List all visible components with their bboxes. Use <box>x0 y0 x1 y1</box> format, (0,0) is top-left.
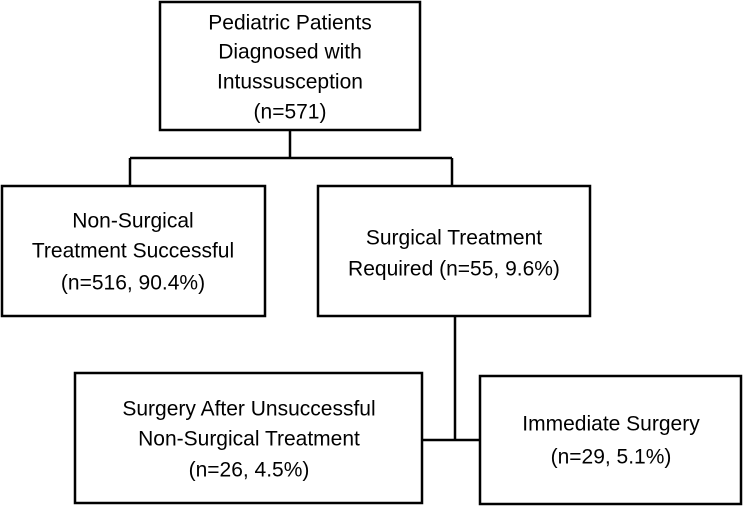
node-box <box>478 374 743 506</box>
node-text: Surgery After Unsuccessful <box>122 398 375 421</box>
node-text: Non-Surgical Treatment <box>138 428 360 451</box>
node-box <box>73 371 424 505</box>
node-text: Required (n=55, 9.6%) <box>348 258 560 281</box>
node-text: Non-Surgical <box>72 210 193 233</box>
node-text: Diagnosed with <box>218 41 362 64</box>
node-text: (n=26, 4.5%) <box>189 459 310 482</box>
node-text: Intussusception <box>217 71 363 94</box>
node-text: (n=516, 90.4%) <box>61 272 205 295</box>
node-text: Surgical Treatment <box>366 227 542 250</box>
node-box <box>0 184 267 318</box>
node-box <box>316 184 592 318</box>
node-text: Pediatric Patients <box>208 12 371 35</box>
node-text: (n=571) <box>254 101 327 124</box>
node-box <box>158 0 422 132</box>
node-text: (n=29, 5.1%) <box>551 446 672 469</box>
node-text: Immediate Surgery <box>522 413 700 436</box>
node-text: Treatment Successful <box>32 240 234 263</box>
